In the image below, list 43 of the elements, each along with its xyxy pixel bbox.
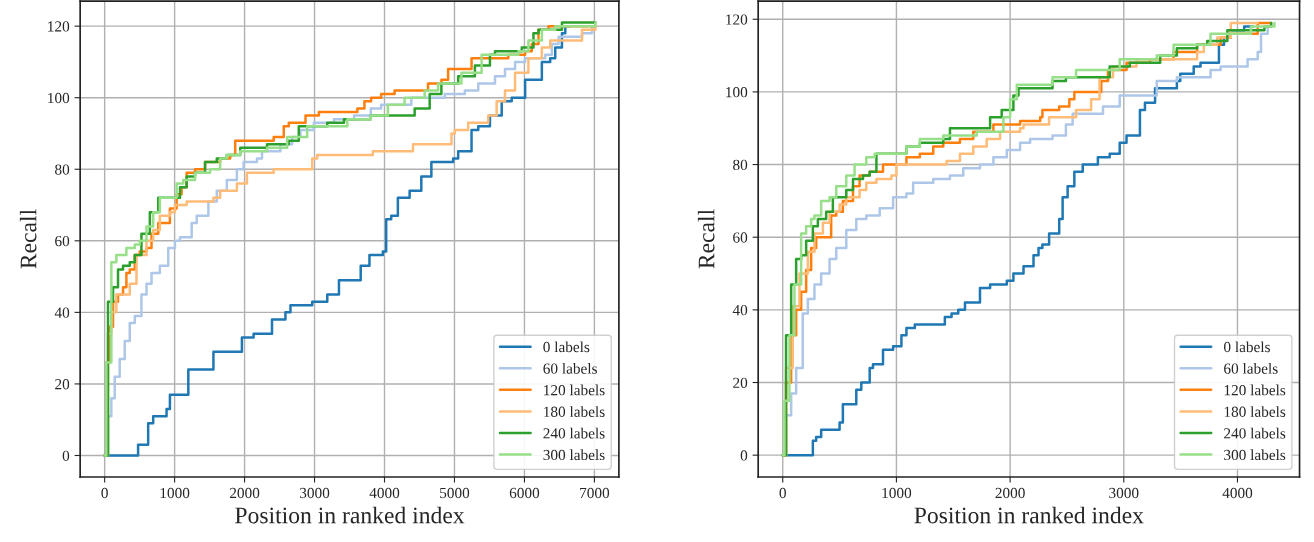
x-tick-label: 4000: [369, 487, 400, 499]
legend-label: 60 labels: [1224, 363, 1278, 374]
y-tick-label: 60: [55, 235, 70, 247]
x-tick-label: 0: [101, 487, 108, 499]
y-tick-label: 40: [732, 305, 748, 316]
x-tick-label: 3000: [299, 487, 330, 499]
legend-label: 240 labels: [1224, 427, 1286, 439]
legend-label: 300 labels: [543, 449, 605, 461]
y-tick-label: 120: [48, 21, 70, 32]
legend-label: 120 labels: [544, 384, 605, 396]
x-axis-title: Position in ranked index: [914, 506, 1144, 524]
legend-label: 180 labels: [1224, 406, 1286, 417]
x-tick-label: 1000: [160, 487, 190, 499]
y-tick-label: 80: [733, 159, 748, 170]
x-tick-label: 7000: [580, 487, 610, 499]
y-tick-label: 60: [733, 232, 748, 243]
legend-label: 300 labels: [1224, 449, 1286, 461]
y-tick-label: 120: [726, 14, 748, 25]
y-axis-title: Recall: [19, 209, 37, 269]
y-tick-label: 20: [733, 377, 748, 388]
y-tick-label: 100: [726, 87, 748, 98]
y-tick-label: 20: [55, 379, 70, 390]
x-tick-label: 1000: [882, 487, 912, 499]
x-tick-label: 4000: [1222, 487, 1253, 499]
legend-label: 180 labels: [544, 406, 605, 417]
y-tick-label: 40: [54, 307, 70, 318]
legend-label: 0 labels: [1224, 341, 1270, 353]
y-axis-title: Recall: [697, 209, 715, 269]
y-tick-label: 100: [48, 92, 70, 104]
y-tick-label: 80: [55, 164, 70, 175]
x-tick-label: 5000: [440, 487, 470, 499]
y-tick-label: 0: [62, 450, 70, 461]
legend-label: 60 labels: [543, 363, 597, 374]
x-tick-label: 2000: [995, 487, 1025, 499]
legend-label: 240 labels: [543, 427, 605, 439]
x-tick-label: 6000: [509, 487, 540, 499]
x-tick-label: 3000: [1109, 487, 1139, 499]
legend-label: 120 labels: [1224, 384, 1286, 396]
x-tick-label: 0: [779, 487, 786, 499]
x-axis-title: Position in ranked index: [235, 506, 465, 524]
x-tick-label: 2000: [229, 487, 260, 499]
y-tick-label: 0: [740, 450, 748, 461]
legend-label: 0 labels: [543, 341, 590, 353]
